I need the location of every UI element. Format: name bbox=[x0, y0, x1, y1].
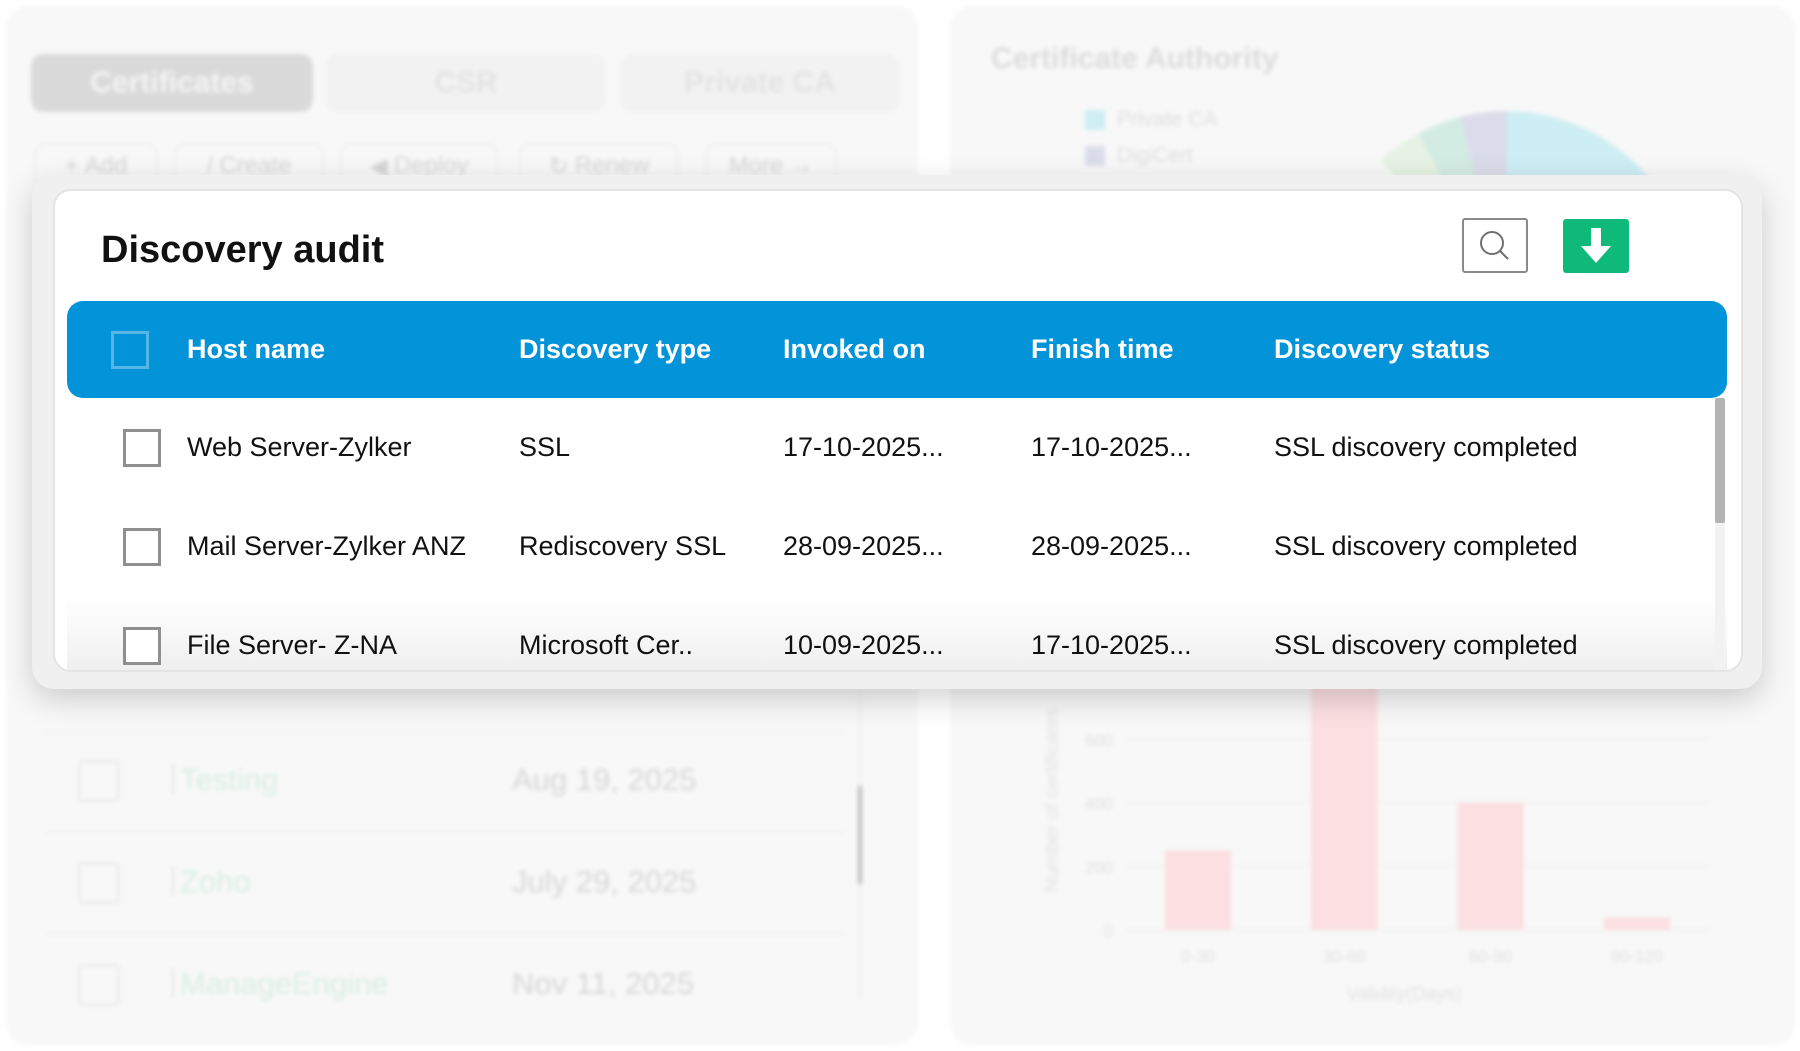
certificate-date: Aug 19, 2025 bbox=[512, 762, 697, 797]
table-row[interactable]: File Server- Z-NA Microsoft Cer.. 10-09-… bbox=[67, 596, 1727, 670]
discovery-status: SSL discovery completed bbox=[1274, 531, 1578, 561]
tab-certificates[interactable]: Certificates bbox=[31, 54, 313, 112]
legend-swatch bbox=[1085, 110, 1105, 130]
x-tick-label: 90-120 bbox=[1610, 947, 1663, 966]
legend-label: Private CA bbox=[1117, 108, 1218, 131]
finish-time: 28-09-2025... bbox=[1031, 531, 1192, 561]
row-divider bbox=[45, 933, 845, 935]
bar-30-60 bbox=[1311, 681, 1378, 930]
row-checkbox[interactable] bbox=[78, 862, 120, 904]
finish-time: 17-10-2025... bbox=[1031, 630, 1192, 660]
plus-icon: + bbox=[64, 152, 79, 179]
row-checkbox[interactable] bbox=[78, 760, 120, 802]
send-icon: ◀ bbox=[369, 152, 388, 180]
table-row[interactable]: Web Server-Zylker SSL 17-10-2025... 17-1… bbox=[67, 398, 1727, 497]
renew-button[interactable]: ↻ Renew bbox=[519, 143, 679, 189]
refresh-icon: ↻ bbox=[548, 152, 569, 180]
discovery-type: Rediscovery SSL bbox=[519, 531, 727, 561]
y-tick-label: 200 bbox=[1085, 858, 1113, 877]
table-header: Host name Discovery type Invoked on Fini… bbox=[67, 301, 1727, 398]
tab-private-ca[interactable]: Private CA bbox=[620, 54, 900, 112]
row-checkbox[interactable] bbox=[78, 964, 120, 1006]
row-checkbox[interactable] bbox=[123, 627, 161, 665]
bar-60-90 bbox=[1457, 802, 1524, 930]
row-checkbox[interactable] bbox=[123, 528, 161, 566]
row-divider bbox=[45, 832, 845, 834]
table-scroll-thumb[interactable] bbox=[1715, 398, 1725, 523]
search-button[interactable] bbox=[1462, 218, 1528, 273]
renew-label: Renew bbox=[574, 152, 650, 179]
discovery-type: Microsoft Cer.. bbox=[519, 630, 694, 660]
x-tick-label: 60-90 bbox=[1469, 947, 1512, 966]
y-tick-label: 600 bbox=[1085, 731, 1113, 750]
x-tick-label: 30-60 bbox=[1323, 947, 1366, 966]
discovery-status: SSL discovery completed bbox=[1274, 432, 1578, 462]
x-tick-label: 0-30 bbox=[1181, 947, 1215, 966]
host-name: Web Server-Zylker bbox=[187, 432, 412, 462]
column-finish-time[interactable]: Finish time bbox=[1031, 334, 1174, 364]
discovery-audit-modal: Discovery audit Host name Discovery type… bbox=[53, 189, 1743, 672]
row-divider bbox=[45, 731, 845, 733]
search-icon bbox=[1480, 230, 1509, 260]
discovery-status: SSL discovery completed bbox=[1274, 630, 1578, 660]
create-label: Create bbox=[219, 152, 292, 179]
table-scrollbar[interactable] bbox=[1715, 398, 1725, 670]
certificate-name[interactable]: ManageEngine bbox=[172, 966, 389, 1002]
ca-title: Certificate Authority bbox=[991, 42, 1279, 75]
column-discovery-type[interactable]: Discovery type bbox=[519, 334, 712, 364]
row-checkbox[interactable] bbox=[123, 429, 161, 467]
legend-label: DigiCert bbox=[1117, 144, 1193, 167]
invoked-on: 28-09-2025... bbox=[783, 531, 944, 561]
host-name: File Server- Z-NA bbox=[187, 630, 398, 660]
column-discovery-status[interactable]: Discovery status bbox=[1274, 334, 1491, 364]
column-host-name[interactable]: Host name bbox=[187, 334, 326, 364]
select-all-checkbox[interactable] bbox=[111, 331, 149, 369]
legend-private-ca: Private CA bbox=[1085, 108, 1217, 132]
host-name: Mail Server-Zylker ANZ bbox=[187, 531, 467, 561]
download-icon bbox=[1581, 228, 1611, 263]
arrow-right-icon: → bbox=[789, 152, 814, 179]
discovery-type: SSL bbox=[519, 432, 571, 462]
add-label: Add bbox=[84, 152, 128, 179]
finish-time: 17-10-2025... bbox=[1031, 432, 1192, 462]
invoked-on: 17-10-2025... bbox=[783, 432, 944, 462]
more-label: More bbox=[728, 152, 784, 179]
tab-csr[interactable]: CSR bbox=[326, 54, 606, 112]
y-tick-label: 400 bbox=[1085, 795, 1113, 814]
certificate-name[interactable]: Zoho bbox=[172, 864, 251, 900]
legend-digicert: DigiCert bbox=[1085, 144, 1193, 168]
list-scroll-thumb[interactable] bbox=[858, 786, 862, 884]
column-invoked-on[interactable]: Invoked on bbox=[783, 334, 926, 364]
y-tick-label: 0 bbox=[1104, 922, 1113, 941]
table-row[interactable]: Mail Server-Zylker ANZ Rediscovery SSL 2… bbox=[67, 497, 1727, 596]
modal-title: Discovery audit bbox=[101, 229, 384, 271]
x-axis-label: Validity(Days) bbox=[1346, 984, 1462, 1005]
certificate-date: Nov 11, 2025 bbox=[512, 966, 695, 1001]
bar-90-120 bbox=[1603, 917, 1670, 930]
bar-0-30 bbox=[1165, 850, 1232, 930]
deploy-label: Deploy bbox=[393, 152, 469, 179]
pencil-icon: / bbox=[206, 152, 214, 179]
legend-swatch bbox=[1085, 146, 1105, 166]
certificate-date: July 29, 2025 bbox=[512, 864, 697, 899]
create-button[interactable]: / Create bbox=[174, 143, 324, 189]
download-button[interactable] bbox=[1563, 219, 1629, 273]
table-body: Web Server-Zylker SSL 17-10-2025... 17-1… bbox=[67, 398, 1727, 670]
y-axis-label: Number of certificates bbox=[1042, 708, 1063, 893]
certificate-name[interactable]: Testing bbox=[172, 762, 278, 798]
invoked-on: 10-09-2025... bbox=[783, 630, 944, 660]
